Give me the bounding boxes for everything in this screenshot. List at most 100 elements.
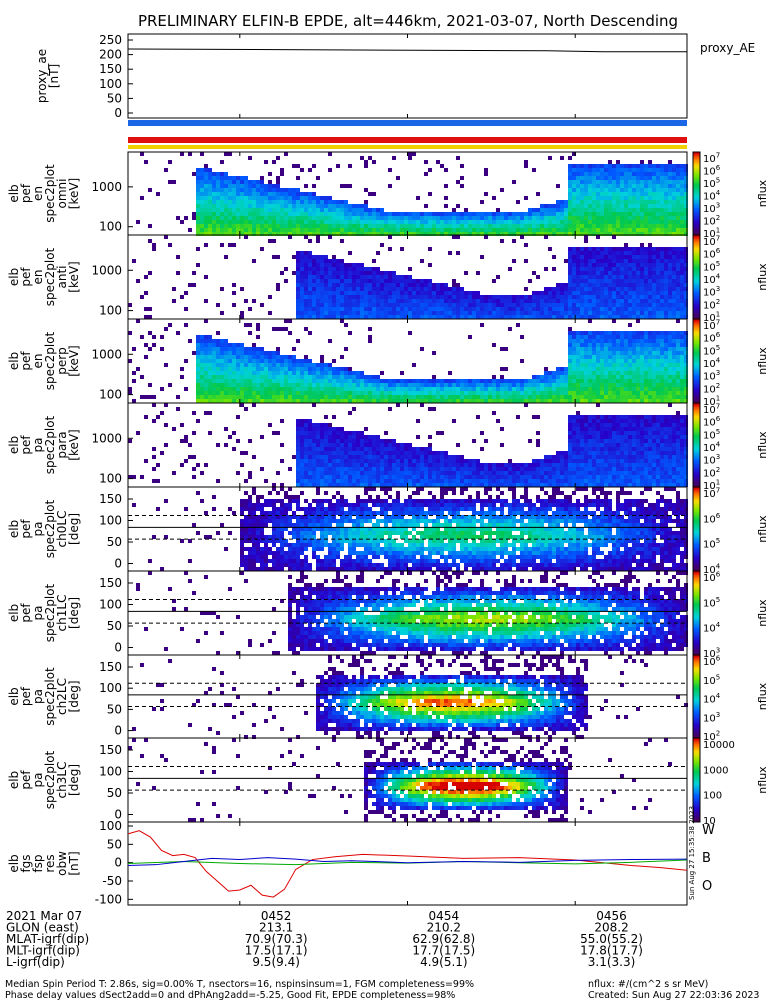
spec-cell: [484, 168, 488, 172]
spec-cell: [464, 399, 468, 403]
spec-cell: [444, 467, 448, 471]
spec-cell: [344, 451, 348, 455]
spec-cell: [340, 431, 344, 435]
spec-cell: [296, 395, 300, 399]
spec-cell: [264, 355, 268, 359]
spec-cell: [332, 287, 336, 291]
spec-cell: [160, 335, 164, 339]
spec-cell: [276, 180, 280, 184]
spec-cell: [392, 295, 396, 299]
spec-cell: [312, 447, 316, 451]
spec-cell: [596, 311, 600, 315]
spec-cell: [592, 303, 596, 307]
spec-cell: [356, 224, 360, 228]
spec-cell: [328, 367, 332, 371]
spec-cell: [644, 379, 648, 383]
spec-cell: [440, 299, 444, 303]
spec-cell: [676, 224, 680, 228]
spec-cell: [292, 387, 296, 391]
spec-cell: [544, 375, 548, 379]
spec-cell: [468, 311, 472, 315]
spec-cell: [492, 196, 496, 200]
spec-cell: [164, 168, 168, 172]
spec-cell: [536, 391, 540, 395]
spec-cell: [368, 443, 372, 447]
spec-cell: [312, 224, 316, 228]
spec-cell: [268, 239, 272, 243]
spec-cell: [648, 355, 652, 359]
spec-cell: [672, 172, 676, 176]
spec-cell: [272, 367, 276, 371]
spec-cell: [400, 220, 404, 224]
heatmap-en_spec2plot_para: [128, 403, 688, 487]
spec-cell: [312, 403, 316, 407]
spec-cell: [520, 224, 524, 228]
spec-cell: [508, 387, 512, 391]
spec-cell: [624, 188, 628, 192]
spec-cell: [400, 228, 404, 232]
spec-cell: [296, 196, 300, 200]
spec-cell: [220, 180, 224, 184]
spec-cell: [640, 299, 644, 303]
spec-cell: [572, 184, 576, 188]
spec-cell: [660, 395, 664, 399]
spec-cell: [572, 255, 576, 259]
spec-cell: [548, 315, 552, 319]
spec-cell: [320, 196, 324, 200]
spec-cell: [332, 375, 336, 379]
spec-cell: [424, 228, 428, 232]
spec-cell: [256, 391, 260, 395]
spec-cell: [328, 168, 332, 172]
spec-cell: [608, 291, 612, 295]
spec-cell: [348, 443, 352, 447]
spec-cell: [228, 232, 232, 236]
spec-cell: [604, 283, 608, 287]
spec-cell: [612, 375, 616, 379]
spec-cell: [600, 379, 604, 383]
spec-cell: [604, 184, 608, 188]
spec-cell: [328, 235, 332, 239]
spec-cell: [312, 291, 316, 295]
spec-cell: [412, 455, 416, 459]
spec-cell: [560, 224, 564, 228]
spec-cell: [664, 228, 668, 232]
spec-cell: [544, 267, 548, 271]
spec-cell: [588, 216, 592, 220]
spec-cell: [568, 367, 572, 371]
spec-cell: [348, 279, 352, 283]
spec-cell: [580, 263, 584, 267]
spec-cell: [648, 164, 652, 168]
spec-cell: [408, 291, 412, 295]
spec-cell: [200, 192, 204, 196]
spec-cell: [372, 259, 376, 263]
spec-cell: [432, 303, 436, 307]
spec-cell: [572, 387, 576, 391]
spec-cell: [384, 439, 388, 443]
spec-cell: [372, 232, 376, 236]
spec-cell: [632, 347, 636, 351]
spec-cell: [324, 471, 328, 475]
spec-cell: [252, 391, 256, 395]
spec-cell: [580, 287, 584, 291]
spec-cell: [540, 228, 544, 232]
spec-cell: [344, 224, 348, 228]
spec-cell: [500, 395, 504, 399]
spec-cell: [332, 228, 336, 232]
spec-cell: [428, 307, 432, 311]
spec-cell: [508, 228, 512, 232]
spec-cell: [392, 315, 396, 319]
spec-cell: [428, 379, 432, 383]
spec-cell: [608, 331, 612, 335]
spec-cell: [316, 435, 320, 439]
spec-cell: [260, 347, 264, 351]
spec-cell: [600, 391, 604, 395]
spec-cell: [632, 232, 636, 236]
spec-cell: [324, 283, 328, 287]
spec-cell: [616, 188, 620, 192]
spec-cell: [668, 192, 672, 196]
spec-cell: [340, 204, 344, 208]
spec-cell: [344, 447, 348, 451]
spec-cell: [416, 383, 420, 387]
spec-cell: [572, 232, 576, 236]
spec-cell: [364, 435, 368, 439]
